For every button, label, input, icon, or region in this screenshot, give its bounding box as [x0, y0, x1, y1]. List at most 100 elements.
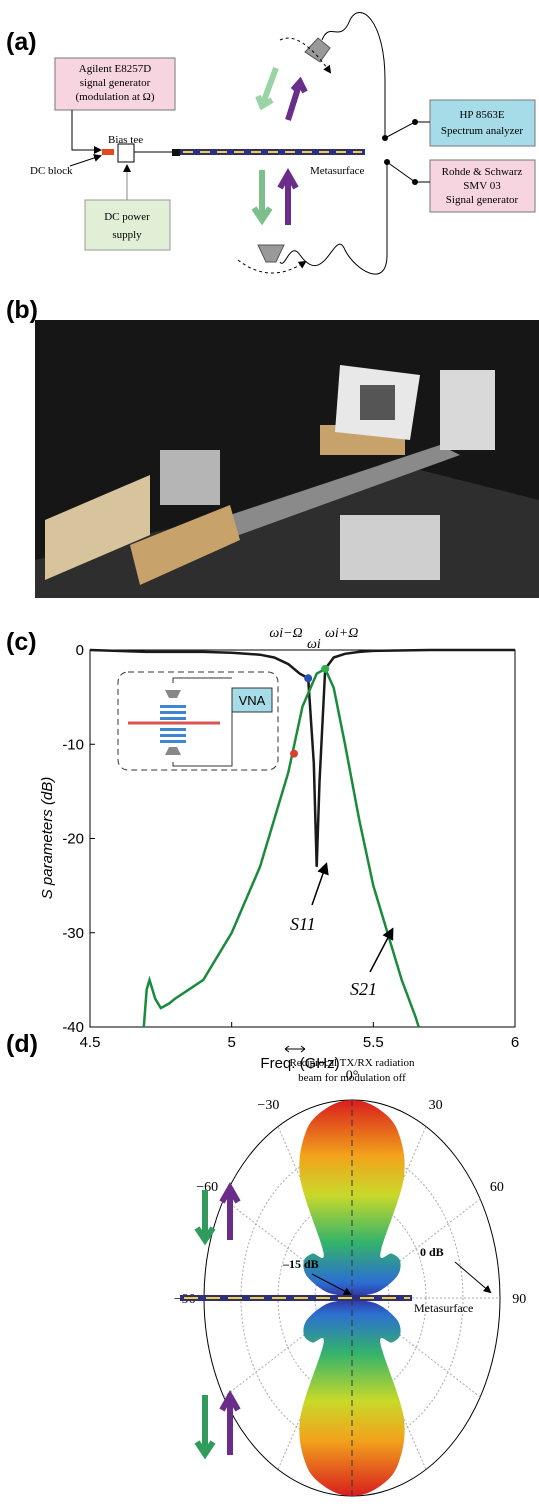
wave-arrow	[255, 66, 279, 111]
angle-tick-label: 60	[490, 1180, 504, 1195]
wave-arrow	[285, 76, 308, 121]
photo-mount	[130, 505, 240, 585]
switch-pin	[412, 179, 418, 185]
rotation	[279, 37, 332, 74]
angle-grid	[351, 1297, 481, 1398]
angle-grid	[223, 1297, 353, 1398]
line-series	[142, 667, 420, 1028]
inset-cable	[172, 677, 233, 767]
box-text: SMV 03	[463, 180, 501, 192]
marker	[304, 674, 313, 683]
annotation: Metasurface	[414, 1301, 473, 1315]
double-arrow	[284, 1045, 306, 1053]
annotation: –15 dB	[282, 1257, 319, 1271]
photo-instrument	[340, 515, 440, 580]
angle-grid	[351, 1198, 481, 1299]
x-tick-label: 5	[227, 1034, 235, 1051]
wave-arrow	[194, 1190, 216, 1246]
box	[429, 159, 536, 213]
inset	[117, 671, 279, 771]
horn	[304, 37, 331, 63]
y-tick-label: -40	[62, 1019, 84, 1036]
x-tick-label: 4.5	[80, 1034, 101, 1051]
box-text: Rohde & Schwarz	[442, 166, 523, 178]
box-text: signal generator	[80, 77, 151, 89]
cable	[321, 12, 386, 138]
marker	[321, 664, 330, 673]
y-tick-label: -30	[62, 925, 84, 942]
series-label: S21	[350, 979, 377, 999]
angle-tick-label: 0°	[346, 1068, 359, 1083]
x-axis-label: Freq. (GHz)	[260, 1055, 339, 1072]
wave-arrow	[277, 167, 299, 225]
photo-cells	[360, 385, 395, 420]
title: Reciprocal TX/RX radiation	[289, 1057, 415, 1069]
annotation: 0 dB	[420, 1245, 444, 1259]
annotation-arrow	[454, 1261, 492, 1294]
panel-d: (d) Reciprocal TX/RX radiation beam for …	[6, 1030, 526, 1497]
box-text: Agilent E8257D	[79, 63, 151, 75]
y-axis-label: S parameters (dB)	[39, 777, 56, 900]
switch	[384, 121, 430, 183]
switch-pin	[412, 119, 418, 125]
panel-label: (b)	[6, 296, 38, 324]
box-text: Spectrum analyzer	[441, 125, 523, 137]
series-label: S11	[290, 914, 316, 934]
vna-box	[231, 687, 273, 713]
bias-tee	[117, 143, 135, 163]
photo-instrument	[160, 450, 220, 505]
box	[429, 99, 536, 147]
panel-a: (a) Agilent E8257D signal generator (mod…	[6, 12, 536, 275]
angle-tick-label: −60	[196, 1180, 218, 1195]
panel-c: (c) Freq. (GHz) S parameters (dB) VNA 4.…	[6, 626, 519, 1072]
title: beam for modulation off	[298, 1072, 406, 1084]
line-series	[89, 648, 515, 867]
label-arrow	[311, 862, 329, 906]
arrow	[69, 154, 102, 167]
wave-arrow	[194, 1395, 216, 1460]
vna-label: VNA	[239, 693, 266, 708]
horn	[257, 244, 285, 263]
photo-horn	[45, 475, 150, 580]
annotation-arrow	[311, 1273, 352, 1295]
angle-tick-label: 90	[512, 1292, 526, 1307]
photo-horn-holder	[440, 370, 495, 450]
y-tick-label: -20	[62, 831, 84, 848]
marker	[290, 749, 298, 758]
panel-label: (a)	[6, 28, 37, 56]
wire	[71, 110, 102, 154]
label: Bias tee	[108, 134, 143, 146]
box-text: HP 8563E	[459, 109, 504, 121]
angle-tick-label: −30	[257, 1098, 279, 1113]
radiation-pattern	[299, 1100, 405, 1496]
y-tick-label: -10	[62, 736, 84, 753]
frequency-label: ωi−Ω	[269, 626, 302, 641]
panel-b: (b)	[6, 296, 539, 598]
frequency-label: ωi	[307, 637, 321, 652]
frequency-label: ωi+Ω	[325, 626, 358, 641]
y-tick-label: 0	[76, 642, 84, 659]
wave-arrow	[219, 1181, 241, 1240]
rotation	[237, 259, 307, 274]
box-text: Signal generator	[446, 194, 519, 206]
box-text: DC power	[104, 211, 150, 223]
x-tick-label: 6	[511, 1034, 519, 1051]
label-arrow	[369, 927, 394, 973]
wave-arrow	[219, 1389, 241, 1455]
cable	[279, 162, 388, 275]
box-text: supply	[112, 229, 142, 241]
wave-arrow	[251, 170, 273, 226]
inset-metasurface	[160, 705, 186, 743]
label: Metasurface	[310, 165, 364, 177]
connector	[172, 149, 180, 156]
box	[54, 57, 176, 111]
angle-grid	[223, 1198, 353, 1299]
x-tick-label: 5.5	[363, 1034, 384, 1051]
label: DC block	[30, 165, 73, 177]
box-text: (modulation at Ω)	[75, 91, 154, 103]
panel-label: (d)	[6, 1030, 38, 1058]
angle-tick-label: 30	[429, 1098, 443, 1113]
panel-label: (c)	[6, 628, 37, 656]
dc-block	[102, 149, 114, 155]
